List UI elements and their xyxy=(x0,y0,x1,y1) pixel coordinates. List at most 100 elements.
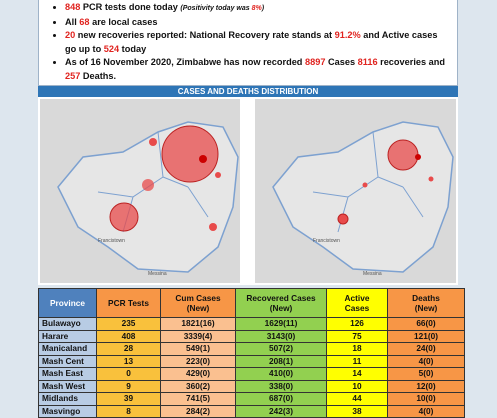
table-cell: 1821(16) xyxy=(160,317,236,331)
table-row: Mash Cent 13 223(0) 208(1) 11 4(0) xyxy=(38,354,465,368)
table-cell: 208(1) xyxy=(235,354,327,368)
table-cell: 429(0) xyxy=(160,367,236,381)
table-cell: 410(0) xyxy=(235,367,327,381)
table-cell: 39 xyxy=(96,392,161,406)
map-label: Messina xyxy=(148,271,167,277)
table-cell: 4(0) xyxy=(387,404,465,418)
bullet-text: Cases xyxy=(325,57,358,67)
map-label: Francistown xyxy=(313,238,340,244)
marker xyxy=(387,139,419,171)
table-cell: 235 xyxy=(96,317,161,331)
table-cell: 242(3) xyxy=(235,404,327,418)
map-label: Francistown xyxy=(98,238,125,244)
table-cell: 24(0) xyxy=(387,342,465,356)
column-header: PCR Tests xyxy=(96,288,161,318)
table-cell: 11 xyxy=(326,354,388,368)
table-cell: Mash West xyxy=(38,379,97,393)
section-banner: CASES AND DEATHS DISTRIBUTION xyxy=(38,86,458,97)
table-cell: 687(0) xyxy=(235,392,327,406)
table-cell: 13 xyxy=(96,354,161,368)
bullet-text: are local cases xyxy=(89,16,158,27)
bullet: As of 16 November 2020, Zimbabwe has now… xyxy=(65,56,449,83)
bullet-text: (Positivity today was xyxy=(180,5,252,12)
province-table: Province PCR Tests Cum Cases (New) Recovere… xyxy=(38,288,465,418)
table-cell: Bulawayo xyxy=(38,317,97,331)
table-cell: 75 xyxy=(326,329,388,343)
column-header: Deaths (New) xyxy=(387,288,465,318)
bullet: 20 new recoveries reported: National Rec… xyxy=(65,29,449,56)
column-header: Recovered Cases (New) xyxy=(235,288,327,318)
table-cell: 338(0) xyxy=(235,379,327,393)
table-cell: 3143(0) xyxy=(235,329,327,343)
table-row: Masvingo 8 284(2) 242(3) 38 4(0) xyxy=(38,404,465,418)
column-header: Active Cases xyxy=(326,288,388,318)
table-cell: 1629(11) xyxy=(235,317,327,331)
table-cell: 66(0) xyxy=(387,317,465,331)
bullet-text: 8% xyxy=(251,5,262,12)
marker xyxy=(142,179,154,191)
marker xyxy=(415,154,421,160)
bullet-text: As of 16 November 2020, Zimbabwe has now… xyxy=(65,57,305,67)
bullet-text: PCR tests done today xyxy=(80,2,181,12)
table-cell: 14 xyxy=(326,367,388,381)
map-label: Messina xyxy=(363,271,382,277)
table-cell: 28 xyxy=(96,342,161,356)
bullet-text: 257 xyxy=(65,70,81,81)
table-cell: 284(2) xyxy=(160,404,236,418)
table-row: Mash East 0 429(0) 410(0) 14 5(0) xyxy=(38,367,465,381)
map-right: Francistown Messina xyxy=(255,99,456,283)
bullet: All 68 are local cases xyxy=(65,16,449,30)
table-cell: Harare xyxy=(38,329,97,343)
bullet-text: ) xyxy=(261,5,265,12)
table-cell: 18 xyxy=(326,342,388,356)
table-cell: Mash Cent xyxy=(38,354,97,368)
table-cell: 121(0) xyxy=(387,329,465,343)
table-cell: 38 xyxy=(326,404,388,418)
bullet-text: 68 xyxy=(79,16,90,27)
bullet-text: today xyxy=(119,43,147,54)
bullet-text: 524 xyxy=(103,43,120,54)
marker xyxy=(337,213,349,225)
column-header: Province xyxy=(38,288,97,318)
map-left: Francistown Messina xyxy=(40,99,240,283)
table-cell: 10(0) xyxy=(387,392,465,406)
bullet-text: recoveries and xyxy=(377,57,445,67)
table-cell: 126 xyxy=(326,317,388,331)
table-cell: 4(0) xyxy=(387,354,465,368)
bullet-text: and Active cases go up to xyxy=(65,30,438,54)
borders xyxy=(312,131,424,233)
table-row: Manicaland 28 549(1) 507(2) 18 24(0) xyxy=(38,342,465,356)
table-row: Mash West 9 360(2) 338(0) 10 12(0) xyxy=(38,379,465,393)
borders xyxy=(97,131,209,233)
table-cell: 507(2) xyxy=(235,342,327,356)
table-cell: 223(0) xyxy=(160,354,236,368)
table-cell: 44 xyxy=(326,392,388,406)
table-cell: 12(0) xyxy=(387,379,465,393)
marker xyxy=(161,125,219,183)
table-cell: 360(2) xyxy=(160,379,236,393)
bullet-text: All xyxy=(65,16,80,27)
table-cell: 408 xyxy=(96,329,161,343)
bullet-text: 20 xyxy=(65,30,76,40)
table-row: Midlands 39 741(5) 687(0) 44 10(0) xyxy=(38,392,465,406)
table-cell: 741(5) xyxy=(160,392,236,406)
table-cell: 10 xyxy=(326,379,388,393)
bullet-list: 848 PCR tests done today (Positivity tod… xyxy=(53,1,449,83)
table-row: Harare 408 3339(4) 3143(0) 75 121(0) xyxy=(38,329,465,343)
table-row: Bulawayo 235 1821(16) 1629(11) 126 66(0) xyxy=(38,317,465,331)
bullet-text: Deaths. xyxy=(80,70,117,81)
bullet: 848 PCR tests done today (Positivity tod… xyxy=(65,1,449,16)
table-cell: 5(0) xyxy=(387,367,465,381)
bullet-text: 8897 xyxy=(304,57,326,67)
table-cell: 0 xyxy=(96,367,161,381)
table-cell: 3339(4) xyxy=(160,329,236,343)
maps: Francistown Messina Francistown Messina xyxy=(38,97,458,285)
marker xyxy=(149,138,157,146)
table-cell: Masvingo xyxy=(38,404,97,418)
table-cell: Midlands xyxy=(38,392,97,406)
table-cell: 8 xyxy=(96,404,161,418)
summary-panel: 848 PCR tests done today (Positivity tod… xyxy=(38,0,458,86)
marker xyxy=(109,202,139,232)
table-cell: Manicaland xyxy=(38,342,97,356)
